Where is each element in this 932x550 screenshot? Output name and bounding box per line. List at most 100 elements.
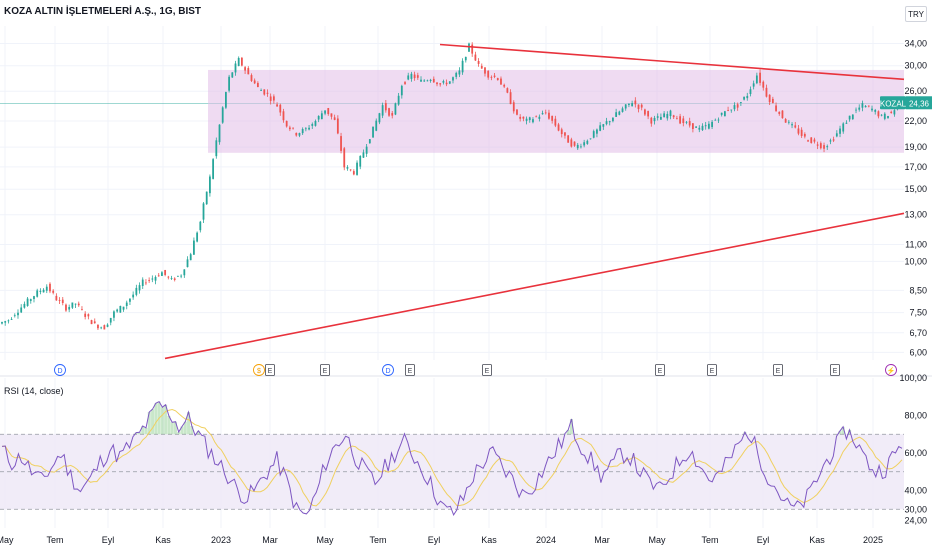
candle-body [551, 115, 554, 121]
candle-body [458, 70, 461, 75]
candle-body [663, 113, 666, 118]
rsi-line [1, 400, 903, 517]
candle-body [141, 279, 144, 286]
candle-body [439, 83, 442, 85]
candle-body [237, 57, 240, 67]
y-tick-label: 7,50 [909, 308, 927, 318]
candle-body [17, 312, 19, 316]
candle-body [730, 109, 733, 111]
x-tick-label: Tem [369, 535, 386, 545]
candle-body [93, 321, 96, 324]
candle-body [397, 95, 400, 105]
x-tick-label: 2023 [211, 535, 231, 545]
candle-body [269, 96, 272, 101]
candle-body [429, 79, 432, 81]
event-marker-earnings: E [830, 364, 840, 376]
x-tick-label: Kas [155, 535, 171, 545]
price-badge-value-bg [906, 96, 932, 110]
candle-body [506, 88, 509, 93]
candle-body [234, 63, 237, 73]
candle-body [407, 75, 410, 80]
currency-button[interactable]: TRY [905, 6, 927, 22]
candle-body [541, 113, 544, 115]
event-marker-box [482, 364, 492, 376]
candle-body [883, 113, 886, 119]
candle-body [292, 127, 294, 129]
candle-body [49, 283, 51, 292]
event-marker-earnings: E [655, 364, 665, 376]
candle-body [791, 124, 793, 126]
candle-body [87, 314, 90, 317]
candle-body [400, 85, 403, 96]
candle-body [452, 77, 454, 81]
candle-body [61, 299, 64, 304]
candle-body [125, 302, 128, 307]
y-tick-label: 26,00 [904, 86, 927, 96]
candle-body [388, 108, 390, 116]
candle-body [256, 82, 259, 87]
candle-body [7, 320, 10, 322]
candle-body [832, 139, 835, 141]
candle-body [23, 303, 26, 308]
event-marker-label: E [710, 368, 715, 375]
candle-body [448, 81, 451, 84]
candle-body [183, 269, 186, 276]
candle-body [544, 112, 547, 114]
candle-body [65, 304, 67, 311]
y-tick-label: 6,00 [909, 347, 927, 357]
candle-body [794, 125, 797, 128]
candle-body [285, 120, 288, 127]
candle-body [26, 298, 29, 306]
candle-body [74, 303, 77, 305]
candle-body [762, 81, 765, 88]
candle-body [845, 122, 848, 124]
candle-body [250, 75, 253, 81]
candle-body [298, 133, 301, 136]
candle-body [771, 98, 774, 104]
candle-body [528, 117, 531, 121]
candle-body [621, 108, 624, 112]
candle-body [164, 270, 167, 275]
rsi-y-tick-label: 100,00 [899, 373, 927, 383]
y-tick-label: 17,00 [904, 162, 927, 172]
event-marker-circle [382, 364, 394, 376]
candle-body [557, 124, 560, 131]
rsi-y-tick-label: 30,00 [904, 504, 927, 514]
candle-body [157, 275, 160, 277]
event-marker-news: ⚡ [885, 364, 897, 376]
x-tick-label: Eyl [428, 535, 441, 545]
candle-body [36, 290, 39, 297]
candle-body [327, 108, 330, 115]
candle-body [381, 105, 384, 116]
candle-body [103, 325, 106, 330]
candle-body [52, 290, 55, 293]
candle-body [180, 275, 183, 277]
candle-body [330, 113, 333, 117]
candle-body [493, 75, 496, 77]
candle-body [797, 128, 800, 134]
candle-body [320, 113, 323, 120]
candle-body [352, 171, 355, 175]
event-marker-earnings: E [773, 364, 783, 376]
event-marker-circle [885, 364, 897, 376]
candle-body [503, 84, 506, 87]
candle-body [301, 129, 304, 134]
candle-body [688, 121, 691, 126]
candle-body [746, 95, 749, 99]
candle-body [154, 276, 157, 281]
candle-body [522, 116, 525, 119]
rsi-ma-line [1, 408, 903, 507]
candle-body [138, 285, 141, 291]
candle-body [340, 136, 342, 151]
candle-body [669, 110, 672, 117]
candle-body [877, 111, 880, 117]
candle-body [608, 121, 611, 123]
candle-body [564, 132, 566, 136]
candle-body [829, 140, 832, 142]
candle-body [317, 115, 320, 120]
candle-body [519, 116, 522, 119]
event-marker-label: D [385, 368, 390, 375]
candle-body [819, 143, 822, 149]
price-badge: KOZAL 24,36 [880, 96, 932, 110]
